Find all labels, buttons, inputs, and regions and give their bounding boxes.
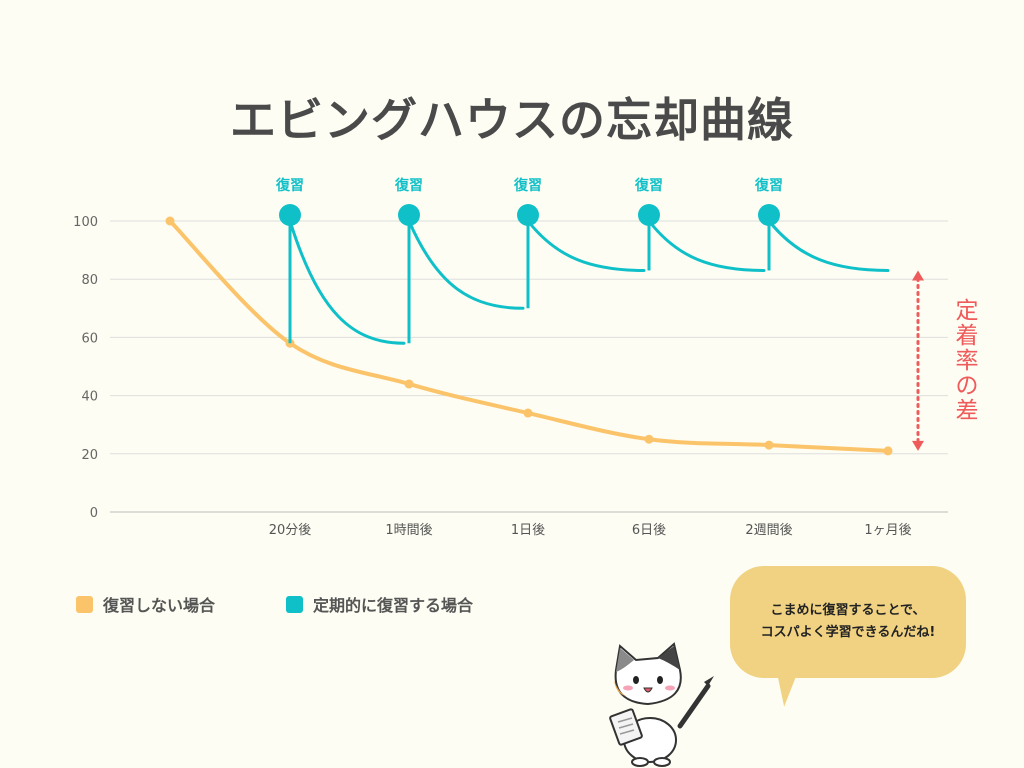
y-tick-label: 0 [90,506,98,521]
x-tick-label: 1日後 [511,523,545,538]
data-point-no-review [883,446,893,456]
legend-swatch-orange [76,595,93,613]
review-label: 復習 [754,177,783,194]
bubble-line-2: コスパよく学習できるんだね! [760,625,936,640]
review-label: 復習 [634,177,663,194]
x-tick-label: 20分後 [269,523,312,538]
data-point-no-review [764,440,774,450]
chart-title: エビングハウスの忘却曲線 [230,93,794,147]
x-tick-label: 2週間後 [745,523,792,538]
review-point-marker [638,204,660,226]
x-tick-label: 1時間後 [385,523,432,538]
annotation-char: 差 [956,398,979,424]
review-decay-curve [647,219,766,272]
x-tick-label: 6日後 [632,523,666,538]
y-tick-label: 100 [73,215,98,230]
review-point-marker [758,204,780,226]
review-label: 復習 [275,177,304,194]
data-point-no-review [165,216,175,226]
bubble-line-1: こまめに復習することで、 [770,603,926,618]
data-point-no-review [523,408,533,418]
speech-bubble: こまめに復習することで、 コスパよく学習できるんだね! [730,566,966,678]
x-tick-label: 1ヶ月後 [864,523,911,538]
review-point-marker [398,204,420,226]
difference-arrow-head-up [912,270,924,281]
review-point-marker [517,204,539,226]
annotation-char: 率 [956,348,979,374]
y-tick-label: 60 [81,331,98,346]
review-label: 復習 [513,177,542,194]
review-decay-curve [288,219,406,345]
legend-label-review: 定期的に復習する場合 [313,596,474,615]
annotation-char: の [956,373,979,399]
legend-label-no-review: 復習しない場合 [103,596,216,615]
data-point-no-review [644,434,654,444]
difference-arrow-head-down [912,440,924,451]
review-decay-curve [407,219,525,310]
legend-item-review: 定期的に復習する場合 [286,592,473,616]
annotation-char: 着 [956,323,979,349]
data-point-no-review [404,379,414,389]
y-tick-label: 20 [81,448,98,463]
review-point-marker [279,204,301,226]
review-decay-curve [767,219,890,272]
annotation-char: 定 [956,298,979,324]
legend-item-no-review: 復習しない場合 [76,592,215,616]
legend-swatch-teal [286,595,303,613]
cat-mascot-icon [609,642,714,767]
review-label: 復習 [394,177,423,194]
y-tick-label: 40 [81,390,98,405]
review-decay-curve [526,219,646,272]
y-tick-label: 80 [81,273,98,288]
